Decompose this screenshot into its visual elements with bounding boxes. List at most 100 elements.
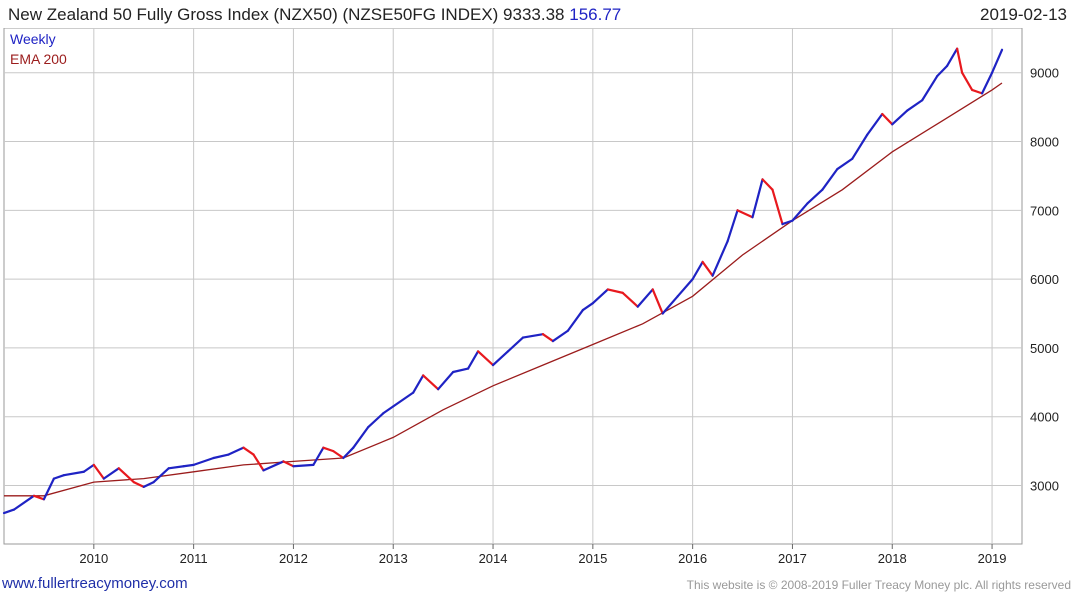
weekly-price-segment	[312, 446, 325, 466]
weekly-price-segment	[167, 465, 185, 470]
chart-area: 3000 4000 5000 6000 7000 8000 9000 2010 2011 2012…	[0, 27, 1075, 578]
legend-weekly: Weekly	[10, 31, 56, 47]
y-tick-label: 8000	[1030, 135, 1059, 150]
weekly-price-segment	[980, 71, 994, 95]
x-tick-label: 2015	[578, 551, 607, 566]
weekly-price-segment	[52, 474, 65, 480]
weekly-price-segment	[970, 88, 984, 95]
weekly-price-segment	[142, 480, 155, 488]
weekly-price-segment	[726, 209, 739, 243]
weekly-price-segment	[262, 460, 285, 472]
weekly-price-segment	[751, 178, 764, 219]
x-tick-label: 2019	[978, 551, 1007, 566]
weekly-price-segment	[282, 460, 295, 468]
weekly-price-segment	[541, 333, 555, 343]
weekly-price-segment	[506, 336, 525, 353]
weekly-price-segment	[936, 64, 949, 78]
y-tick-label: 6000	[1030, 272, 1059, 287]
weekly-price-segment	[566, 308, 584, 332]
x-tick-label: 2016	[678, 551, 707, 566]
weekly-price-segment	[192, 456, 215, 466]
y-tick-label: 4000	[1030, 410, 1059, 425]
weekly-price-segment	[82, 463, 95, 473]
weekly-price-segment	[581, 302, 594, 312]
copyright-notice: This website is © 2008-2019 Fuller Treac…	[686, 578, 1071, 592]
chart-header: New Zealand 50 Fully Gross Index (NZX50)…	[0, 0, 1075, 28]
weekly-price-segment	[227, 446, 245, 456]
plot-frame	[3, 27, 1023, 545]
weekly-price-segment	[352, 425, 370, 449]
weekly-price-segment	[92, 463, 105, 480]
weekly-price-segment	[921, 75, 939, 102]
weekly-price-segment	[152, 467, 170, 484]
chart-svg: 3000 4000 5000 6000 7000 8000 9000 2010 2011 2012…	[2, 27, 1059, 566]
weekly-price-segment	[62, 470, 85, 477]
weekly-price-segment	[2, 508, 16, 515]
weekly-price-segment	[606, 288, 624, 294]
weekly-price-segment	[651, 288, 664, 315]
weekly-price-segment	[521, 333, 545, 339]
weekly-price-segment	[12, 494, 36, 511]
weekly-price-segment	[736, 209, 754, 219]
weekly-price-segment	[422, 374, 440, 391]
weekly-price-segment	[990, 48, 1004, 74]
weekly-price-segment	[621, 291, 639, 308]
weekly-price-segment	[821, 167, 839, 191]
weekly-price-segment	[881, 112, 894, 126]
weekly-price-segment	[412, 374, 425, 394]
weekly-price-segment	[781, 219, 794, 226]
weekly-price-segment	[252, 453, 265, 472]
weekly-price-segment	[711, 240, 729, 277]
weekly-price-segment	[806, 188, 824, 205]
title-change: 156.77	[569, 5, 622, 24]
weekly-price-segment	[691, 260, 704, 281]
weekly-price-segment	[866, 112, 884, 136]
weekly-price-segment	[342, 446, 355, 460]
weekly-price-segment	[591, 288, 609, 305]
weekly-price-segment	[32, 494, 46, 501]
x-tick-label: 2012	[279, 551, 308, 566]
weekly-price-segment	[676, 278, 694, 298]
weekly-price-segment	[242, 446, 255, 456]
weekly-price-segment	[437, 370, 455, 391]
chart-title: New Zealand 50 Fully Gross Index (NZX50)…	[8, 5, 621, 25]
weekly-price-segment	[382, 405, 395, 415]
weekly-price-segment	[367, 412, 385, 429]
title-text: New Zealand 50 Fully Gross Index (NZX50)…	[8, 5, 565, 24]
weekly-price-segment	[322, 446, 335, 453]
site-link[interactable]: www.fullertreacymoney.com	[2, 575, 188, 592]
y-tick-label: 5000	[1030, 341, 1059, 356]
weekly-price-segment	[701, 260, 714, 277]
weekly-price-segment	[332, 450, 345, 460]
legend-ema-200: EMA 200	[10, 51, 67, 67]
weekly-price-segment	[636, 288, 654, 308]
weekly-price-segment	[132, 480, 145, 488]
weekly-price-segment	[961, 71, 974, 92]
weekly-price-segment	[771, 188, 784, 226]
weekly-price-segment	[466, 350, 480, 370]
chart-date: 2019-02-13	[980, 5, 1067, 24]
y-tick-label: 7000	[1030, 203, 1059, 218]
x-tick-label: 2018	[878, 551, 907, 566]
weekly-price-segment	[661, 295, 679, 315]
weekly-price-segment	[182, 463, 195, 468]
weekly-price-segment	[491, 350, 510, 367]
x-tick-label: 2011	[180, 551, 208, 566]
x-tick-label: 2010	[79, 551, 108, 566]
ema-200-line	[4, 82, 1003, 497]
weekly-price-segment	[476, 350, 495, 367]
weekly-price-segment	[906, 99, 924, 112]
weekly-price-segment	[946, 47, 959, 67]
x-tick-label: 2014	[479, 551, 508, 566]
weekly-price-segment	[42, 477, 56, 501]
y-tick-label: 9000	[1030, 66, 1059, 81]
weekly-price-segment	[212, 453, 230, 460]
x-tick-label: 2013	[379, 551, 408, 566]
weekly-price-segment	[761, 178, 774, 191]
weekly-price-segment	[292, 463, 315, 468]
weekly-price-segment	[452, 367, 470, 374]
x-tick-label: 2017	[778, 551, 807, 566]
weekly-price-segment	[836, 157, 854, 171]
weekly-price-segment	[851, 133, 869, 160]
weekly-price-segment	[551, 329, 569, 343]
